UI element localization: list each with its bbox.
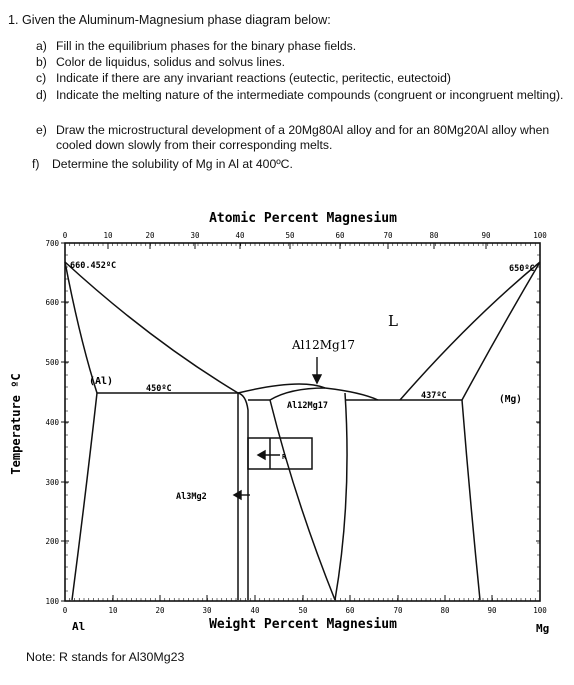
liquid-label: L xyxy=(388,312,398,330)
top-tick-label: 80 xyxy=(429,231,439,240)
bottom-tick-label: 60 xyxy=(345,606,355,615)
arrows xyxy=(232,357,323,501)
liquidus-left xyxy=(64,261,239,394)
compound-field-label: Al12Mg17 xyxy=(287,401,328,411)
plot-frame xyxy=(64,242,541,602)
item-label: a) xyxy=(36,39,47,53)
liquidus-middle-left xyxy=(237,383,326,394)
gamma-left-boundary xyxy=(269,399,336,601)
item-text: Color de liquidus, solidus and solvus li… xyxy=(56,55,285,69)
question-item-b: b) Color de liquidus, solidus and solvus… xyxy=(36,55,566,70)
item-label: f) xyxy=(32,157,40,171)
question-title: 1. Given the Aluminum-Magnesium phase di… xyxy=(8,13,331,27)
item-label: e) xyxy=(36,123,47,137)
bottom-tick-label: 0 xyxy=(63,606,68,615)
gamma-top-left xyxy=(269,387,326,401)
top-tick-label: 40 xyxy=(235,231,245,240)
question-item-c: c) Indicate if there are any invariant r… xyxy=(36,71,566,86)
axis-ticks: 0 10 20 30 40 50 60 70 80 90 100 0 10 20 30 40 50 60 70 80 9… xyxy=(45,231,547,615)
y-tick-label: 400 xyxy=(45,418,59,427)
compound-callout-label: Al12Mg17 xyxy=(291,338,355,352)
top-tick-label: 90 xyxy=(481,231,491,240)
compound-arrow-head xyxy=(311,374,323,385)
solidus-left xyxy=(64,261,98,394)
bottom-tick-label: 80 xyxy=(440,606,450,615)
bottom-axis-title: Weight Percent Magnesium xyxy=(209,617,397,632)
bottom-tick-label: 30 xyxy=(202,606,212,615)
bottom-tick-label: 90 xyxy=(487,606,497,615)
bottom-tick-label: 10 xyxy=(108,606,118,615)
item-text: Fill in the equilibrium phases for the b… xyxy=(56,39,357,53)
gamma-right-boundary xyxy=(334,392,348,601)
y-tick-label: 500 xyxy=(45,358,59,367)
mg-phase-label: (Mg) xyxy=(499,394,522,405)
top-tick-label: 60 xyxy=(335,231,345,240)
top-tick-label: 30 xyxy=(190,231,200,240)
beta-right-boundary xyxy=(237,392,249,600)
y-tick-label: 100 xyxy=(45,597,59,606)
top-tick-label: 20 xyxy=(145,231,155,240)
eutectic-right-label: 437ºC xyxy=(421,391,447,401)
right-element-label: Mg xyxy=(536,622,549,635)
item-label: b) xyxy=(36,55,47,69)
bottom-tick-label: 100 xyxy=(533,606,547,615)
solvus-right xyxy=(461,399,481,601)
top-tick-label: 100 xyxy=(533,231,547,240)
top-tick-label: 50 xyxy=(285,231,295,240)
y-tick-label: 300 xyxy=(45,478,59,487)
item-text: Indicate the melting nature of the inter… xyxy=(56,88,564,102)
question-item-e: e) Draw the microstructural development … xyxy=(36,123,566,153)
item-label: d) xyxy=(36,88,47,102)
top-tick-label: 0 xyxy=(63,231,68,240)
bottom-tick-label: 50 xyxy=(298,606,308,615)
bottom-tick-label: 70 xyxy=(393,606,403,615)
bottom-tick-label: 40 xyxy=(250,606,260,615)
solvus-left xyxy=(71,392,98,601)
r-phase-label: R xyxy=(282,453,287,461)
r-phase-box xyxy=(247,437,313,470)
top-tick-label: 70 xyxy=(383,231,393,240)
question-item-a: a) Fill in the equilibrium phases for th… xyxy=(36,39,566,54)
y-tick-label: 200 xyxy=(45,537,59,546)
item-label: c) xyxy=(36,71,47,85)
eutectic-left-label: 450ºC xyxy=(146,384,172,394)
top-axis-title: Atomic Percent Magnesium xyxy=(209,211,397,226)
question-item-f: f) Determine the solubility of Mg in Al … xyxy=(32,157,562,172)
note-text: Note: R stands for Al30Mg23 xyxy=(26,650,185,664)
item-text: Indicate if there are any invariant reac… xyxy=(56,71,451,85)
item-text: Draw the microstructural development of … xyxy=(56,123,550,152)
solidus-right xyxy=(461,261,541,401)
top-tick-label: 10 xyxy=(103,231,113,240)
phase-boundaries xyxy=(64,261,541,601)
r-arrow-head xyxy=(256,449,266,461)
question-item-d: d) Indicate the melting nature of the in… xyxy=(36,88,566,103)
liquidus-right xyxy=(399,261,541,401)
y-tick-label: 600 xyxy=(45,298,59,307)
al-melting-label: 660.452ºC xyxy=(70,261,116,271)
beta-phase-label: Al3Mg2 xyxy=(176,492,207,502)
bottom-tick-label: 20 xyxy=(155,606,165,615)
left-element-label: Al xyxy=(72,620,85,633)
liquidus-middle-right xyxy=(324,387,379,401)
y-axis-title: Temperature ºC xyxy=(9,373,23,474)
y-tick-label: 700 xyxy=(45,239,59,248)
item-text: Determine the solubility of Mg in Al at … xyxy=(52,157,293,171)
al-phase-label: (Al) xyxy=(89,376,113,387)
mg-melting-label: 650ºC xyxy=(509,264,535,274)
beta-arrow-head xyxy=(232,489,242,501)
